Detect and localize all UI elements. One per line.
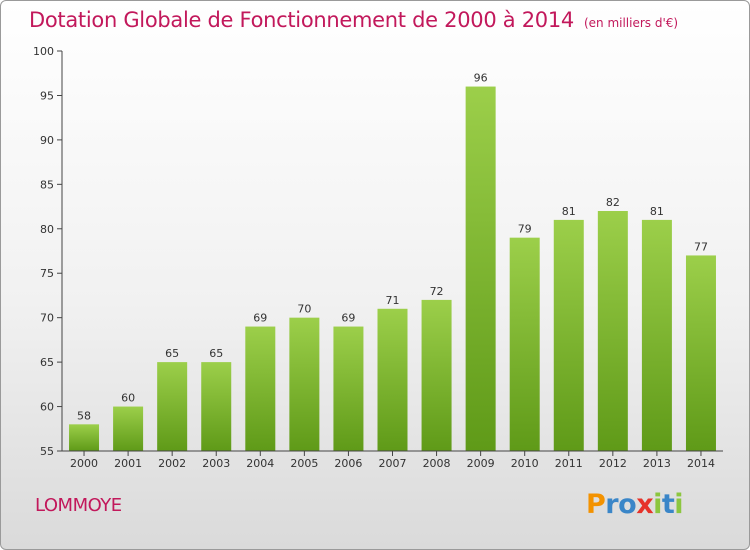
bar-value-label: 81	[562, 205, 576, 218]
bar-value-label: 60	[121, 392, 135, 405]
x-tick-label: 2012	[599, 457, 627, 470]
y-tick-label: 70	[40, 312, 54, 325]
bar-value-label: 72	[430, 285, 444, 298]
bar-value-label: 65	[209, 347, 223, 360]
bar	[201, 362, 232, 451]
logo-letter: r	[605, 489, 619, 520]
x-tick-label: 2000	[70, 457, 98, 470]
logo-letter: i	[674, 489, 684, 520]
commune-name: LOMMOYE	[35, 495, 122, 516]
logo-letter: P	[586, 489, 606, 520]
proxiti-logo[interactable]: Proxiti	[586, 489, 684, 520]
bar	[113, 406, 144, 451]
bar	[465, 86, 496, 452]
y-tick-label: 75	[40, 267, 54, 280]
bar-value-label: 77	[694, 240, 708, 253]
bar	[641, 219, 672, 451]
chart-title: Dotation Globale de Fonctionnement de 20…	[29, 8, 678, 32]
y-tick-label: 90	[40, 134, 54, 147]
bar-value-label: 79	[518, 223, 532, 236]
bar	[509, 237, 540, 451]
x-tick-label: 2013	[643, 457, 671, 470]
bar-value-label: 96	[474, 72, 488, 85]
x-tick-label: 2007	[379, 457, 407, 470]
bar	[553, 219, 584, 451]
y-tick-label: 55	[40, 445, 54, 458]
bar	[685, 255, 716, 451]
x-tick-label: 2011	[555, 457, 583, 470]
y-tick-label: 80	[40, 223, 54, 236]
bar	[69, 424, 100, 451]
chart-title-text: Dotation Globale de Fonctionnement de 20…	[29, 8, 574, 32]
bar-value-label: 58	[77, 409, 91, 422]
bar	[157, 362, 188, 451]
x-tick-label: 2005	[290, 457, 318, 470]
x-tick-label: 2003	[202, 457, 230, 470]
bar-value-label: 82	[606, 196, 620, 209]
chart-subtitle: (en milliers d'€)	[583, 16, 679, 30]
bar	[333, 326, 364, 451]
x-axis: 2000 2001 2002 2003 2004 2005 2006 2007 2008 2009…	[62, 450, 723, 470]
y-tick-label: 95	[40, 89, 54, 102]
bar-value-label: 69	[341, 312, 355, 325]
x-tick-label: 2014	[687, 457, 715, 470]
bar-value-label: 81	[650, 205, 664, 218]
logo-letter: t	[661, 489, 675, 520]
y-tick-label: 100	[33, 45, 54, 58]
bar-value-label: 71	[386, 294, 400, 307]
bar-value-label: 69	[253, 312, 267, 325]
y-tick-label: 65	[40, 356, 54, 369]
logo-letter: o	[618, 489, 637, 520]
bar-value-label: 65	[165, 347, 179, 360]
bar	[289, 317, 320, 451]
logo-letter: x	[636, 489, 654, 520]
bars: 58 60 65 65 69 70 69 71 72 96 79 81 82 81 77	[69, 72, 716, 452]
bar-value-label: 70	[297, 303, 311, 316]
bar	[245, 326, 276, 451]
y-tick-label: 60	[40, 401, 54, 414]
bar	[597, 211, 628, 451]
x-tick-label: 2006	[334, 457, 362, 470]
x-tick-label: 2004	[246, 457, 274, 470]
x-tick-label: 2008	[423, 457, 451, 470]
x-tick-label: 2010	[511, 457, 539, 470]
bar	[421, 299, 452, 451]
bar	[377, 308, 408, 451]
x-tick-label: 2009	[467, 457, 495, 470]
x-tick-label: 2001	[114, 457, 142, 470]
y-axis: 55 60 65 70 75 80 85 90 95 100	[33, 45, 63, 458]
x-tick-label: 2002	[158, 457, 186, 470]
y-tick-label: 85	[40, 178, 54, 191]
logo-letter: i	[653, 489, 662, 520]
